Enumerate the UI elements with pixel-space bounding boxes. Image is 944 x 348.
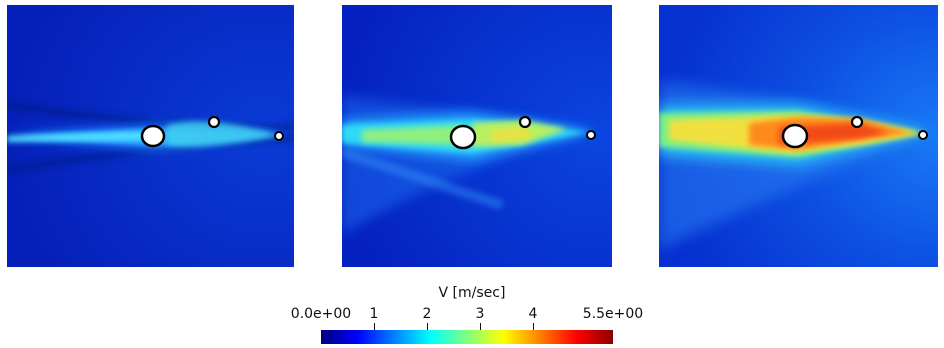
colorbar-min-label: 0.0e+00 [290, 306, 352, 322]
colorbar-title: V [m/sec] [438, 285, 506, 301]
colorbar-gradient [321, 330, 613, 344]
colorbar-tick-mark [374, 323, 375, 331]
cylinder-large [140, 124, 166, 148]
colorbar-max-label: 5.5e+00 [582, 306, 644, 322]
velocity-field-panel-1 [7, 5, 294, 267]
cylinder-large [781, 123, 809, 149]
cylinder-small [918, 130, 928, 140]
colorbar-tick-label: 2 [422, 306, 432, 322]
velocity-field-image-3 [659, 5, 938, 267]
cylinder-medium [207, 115, 221, 129]
cylinder-medium [850, 115, 864, 129]
cylinder-medium [518, 115, 532, 129]
colorbar-tick-mark [533, 323, 534, 331]
cylinder-large [449, 124, 477, 150]
velocity-field-panel-2 [342, 5, 612, 267]
cylinder-small [586, 130, 596, 140]
colorbar-tick-label: 4 [528, 306, 538, 322]
colorbar-tick-mark [427, 323, 428, 331]
velocity-field-image-1 [7, 5, 294, 267]
velocity-field-panel-3 [659, 5, 938, 267]
colorbar-tick-label: 1 [369, 306, 379, 322]
colorbar-tick-label: 3 [475, 306, 485, 322]
colorbar-tick-mark [480, 323, 481, 331]
cylinder-small [274, 131, 284, 141]
velocity-field-image-2 [342, 5, 612, 267]
